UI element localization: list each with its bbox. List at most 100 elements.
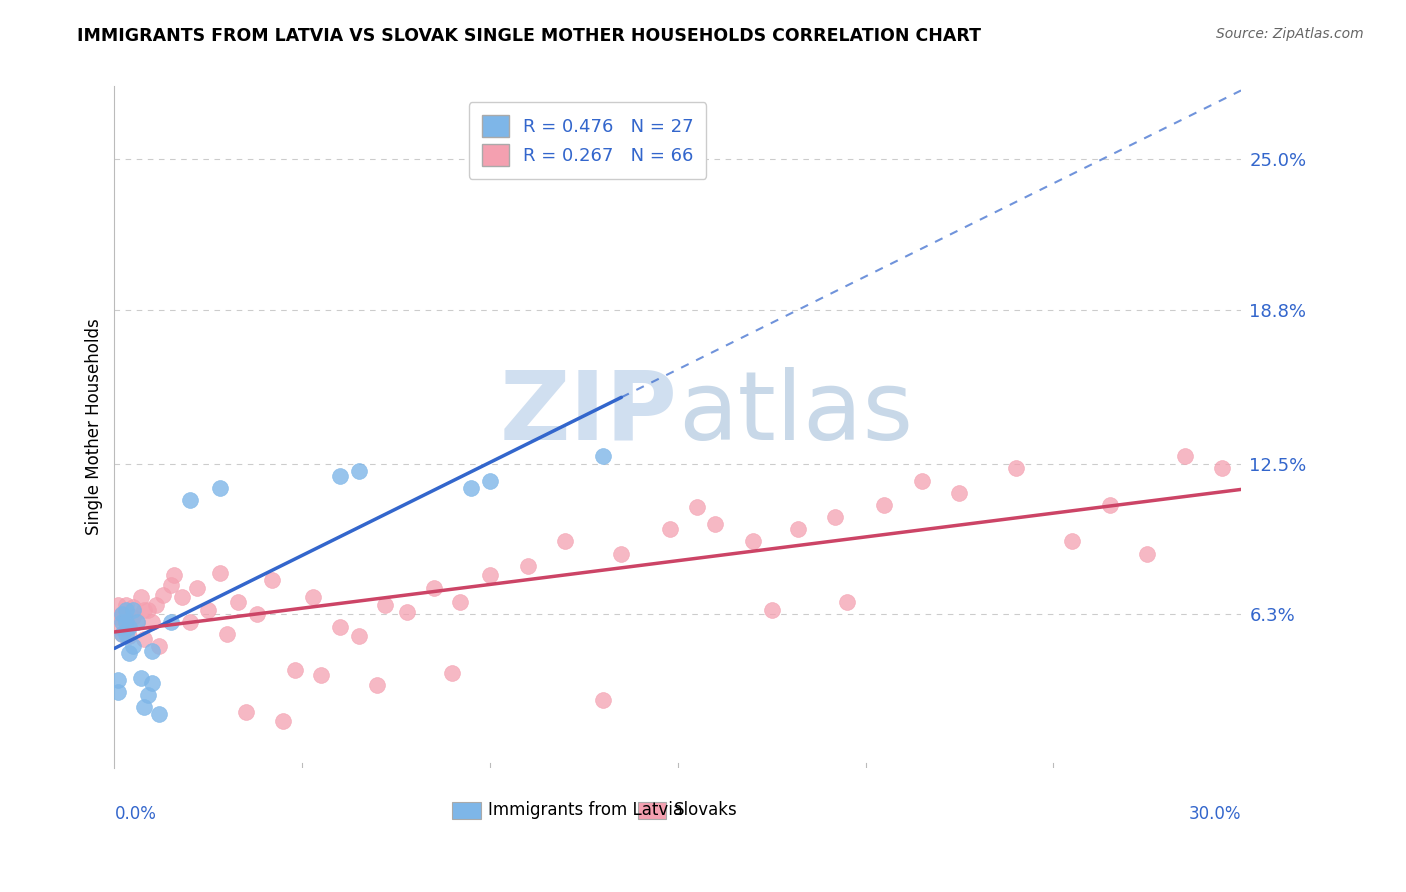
Point [911,474,934,488]
Point [329,619,352,633]
Point [685,500,707,515]
Point [118,629,141,643]
Point [1174,449,1197,463]
Point [159,615,181,629]
Point [107,685,129,699]
Point [163,568,186,582]
Point [516,558,538,573]
Point [114,612,136,626]
Point [134,699,156,714]
Point [592,449,614,463]
Point [610,547,633,561]
Text: ZIP: ZIP [501,367,678,460]
Point [141,615,163,629]
Point [114,615,136,629]
Point [659,522,682,536]
Point [129,671,152,685]
FancyBboxPatch shape [453,802,481,819]
Text: 0.0%: 0.0% [114,805,156,823]
Point [228,595,250,609]
Point [111,627,134,641]
Point [107,673,129,687]
Point [197,602,219,616]
Point [1060,534,1083,549]
Point [329,468,352,483]
Point [111,607,134,622]
Point [374,598,396,612]
Point [235,705,257,719]
Point [122,602,145,616]
Point [125,615,148,629]
Point [114,602,136,616]
Point [835,595,858,609]
Point [284,664,307,678]
Point [122,639,145,653]
Point [114,627,136,641]
Point [217,627,239,641]
Point [441,665,464,680]
Point [107,598,129,612]
Text: 30.0%: 30.0% [1188,805,1241,823]
Point [824,510,846,524]
Point [136,688,159,702]
Y-axis label: Single Mother Households: Single Mother Households [86,318,103,535]
Point [111,607,134,622]
Point [449,595,471,609]
Point [134,602,156,616]
Point [208,566,231,580]
Text: Immigrants from Latvia: Immigrants from Latvia [488,801,683,819]
Point [309,668,332,682]
Point [118,646,141,660]
Point [396,605,419,619]
Point [273,714,295,729]
Point [125,615,148,629]
Point [1211,461,1233,475]
Point [1004,461,1026,475]
Point [787,522,810,536]
Point [302,591,325,605]
Point [246,607,269,622]
Point [186,581,208,595]
Point [478,568,501,582]
Point [704,517,727,532]
Text: atlas: atlas [678,367,912,460]
Point [114,622,136,636]
Point [460,481,482,495]
Point [592,692,614,706]
Point [118,619,141,633]
Point [948,485,970,500]
Point [141,644,163,658]
Point [129,591,152,605]
Point [179,615,201,629]
Point [208,481,231,495]
Point [152,588,174,602]
Point [366,678,388,692]
Point [111,615,134,629]
Point [262,574,284,588]
Point [107,610,129,624]
Text: Source: ZipAtlas.com: Source: ZipAtlas.com [1216,27,1364,41]
Point [422,581,444,595]
Point [1136,547,1159,561]
Point [107,619,129,633]
Point [761,602,783,616]
Point [741,534,763,549]
Legend: R = 0.476   N = 27, R = 0.267   N = 66: R = 0.476 N = 27, R = 0.267 N = 66 [468,103,706,178]
Point [179,493,201,508]
Point [148,707,170,722]
Point [1098,498,1121,512]
Point [347,629,370,643]
Text: Slovaks: Slovaks [675,801,738,819]
Point [478,474,501,488]
Point [114,598,136,612]
Point [122,610,145,624]
FancyBboxPatch shape [638,802,666,819]
Point [873,498,896,512]
Point [141,675,163,690]
Text: IMMIGRANTS FROM LATVIA VS SLOVAK SINGLE MOTHER HOUSEHOLDS CORRELATION CHART: IMMIGRANTS FROM LATVIA VS SLOVAK SINGLE … [77,27,981,45]
Point [145,598,167,612]
Point [134,632,156,646]
Point [122,600,145,615]
Point [170,591,193,605]
Point [159,578,181,592]
